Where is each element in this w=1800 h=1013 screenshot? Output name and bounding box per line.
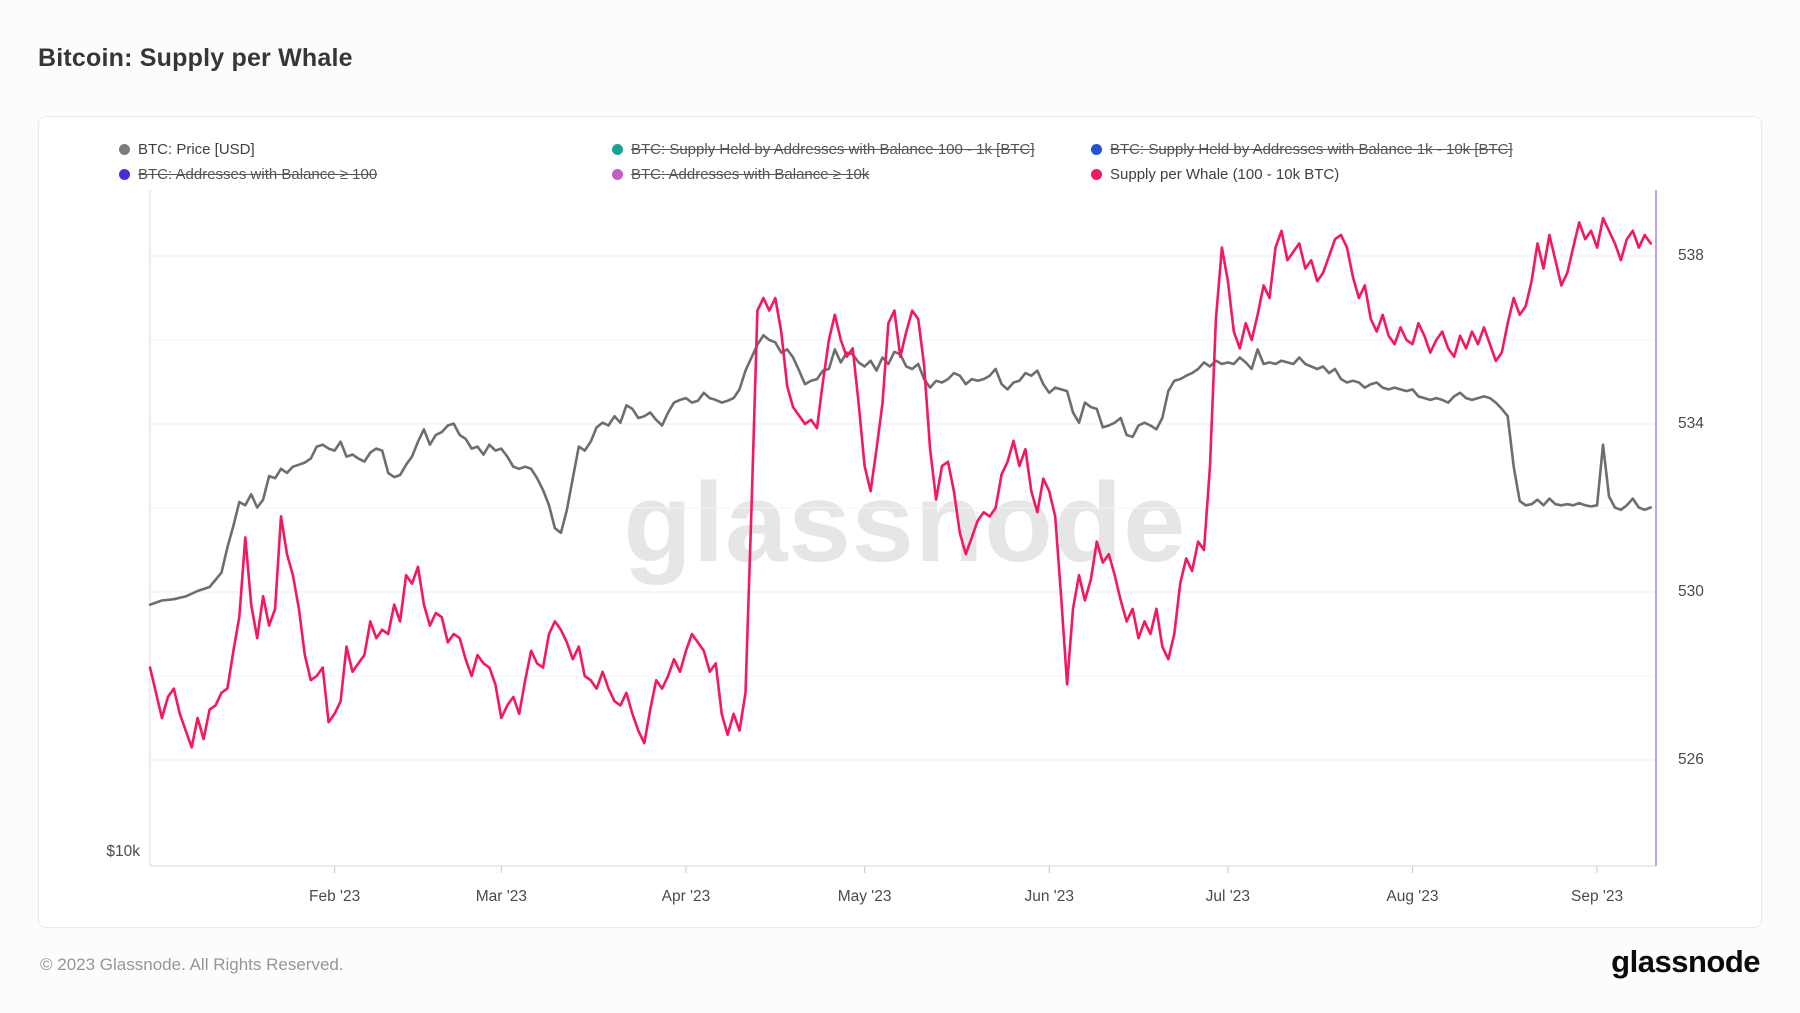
legend-label: BTC: Supply Held by Addresses with Balan… — [631, 141, 1035, 158]
series-dot-blue — [1091, 144, 1102, 155]
chart-panel: BTC: Price [USD] BTC: Supply Held by Add… — [38, 116, 1762, 928]
glassnode-logo[interactable]: glassnode — [1611, 944, 1760, 979]
series-dot-teal — [612, 144, 623, 155]
glassnode-watermark: glassnode — [623, 460, 1187, 585]
chart-legend: BTC: Price [USD] BTC: Supply Held by Add… — [39, 117, 1761, 187]
legend-label: BTC: Supply Held by Addresses with Balan… — [1110, 141, 1513, 158]
x-axis-tick-label: Jun '23 — [1024, 888, 1074, 905]
series-dot-purple — [119, 169, 130, 180]
legend-label: BTC: Addresses with Balance ≥ 100 — [138, 166, 378, 183]
series-line-btc-price — [148, 333, 1652, 607]
legend-label: Supply per Whale (100 - 10k BTC) — [1110, 166, 1340, 183]
legend-item-supply-per-whale[interactable]: Supply per Whale (100 - 10k BTC) — [1091, 166, 1339, 183]
y-axis-tick-right: 538 — [1678, 247, 1704, 264]
series-dot-orchid — [612, 169, 623, 180]
series-dot-pink — [1091, 169, 1102, 180]
x-axis-tick-label: May '23 — [837, 888, 892, 905]
legend-item-btc-price[interactable]: BTC: Price [USD] — [119, 141, 255, 158]
y-axis-tick-right: 526 — [1678, 751, 1704, 768]
x-axis-tick-label: Jul '23 — [1205, 888, 1251, 905]
series-dot-gray — [119, 144, 130, 155]
legend-item-addresses-100[interactable]: BTC: Addresses with Balance ≥ 100 — [119, 166, 377, 183]
x-axis-tick-label: Feb '23 — [308, 888, 361, 905]
x-axis-tick-label: Sep '23 — [1571, 888, 1624, 905]
legend-label: BTC: Addresses with Balance ≥ 10k — [631, 166, 870, 183]
legend-item-addresses-10k[interactable]: BTC: Addresses with Balance ≥ 10k — [612, 166, 869, 183]
x-axis-tick-label: Aug '23 — [1386, 888, 1439, 905]
y-axis-tick-left: $10k — [106, 843, 140, 860]
legend-item-supply-1k-10k[interactable]: BTC: Supply Held by Addresses with Balan… — [1091, 141, 1513, 158]
legend-item-supply-100-1k[interactable]: BTC: Supply Held by Addresses with Balan… — [612, 141, 1035, 158]
legend-label: BTC: Price [USD] — [138, 141, 255, 158]
page-title: Bitcoin: Supply per Whale — [38, 44, 353, 72]
x-axis-tick-label: Mar '23 — [475, 888, 527, 905]
x-axis-tick-label: Apr '23 — [661, 888, 711, 905]
y-axis-tick-right: 534 — [1678, 415, 1704, 432]
y-axis-tick-right: 530 — [1678, 583, 1704, 600]
series-line-supply-per-whale — [148, 216, 1652, 749]
copyright-text: © 2023 Glassnode. All Rights Reserved. — [40, 955, 344, 974]
